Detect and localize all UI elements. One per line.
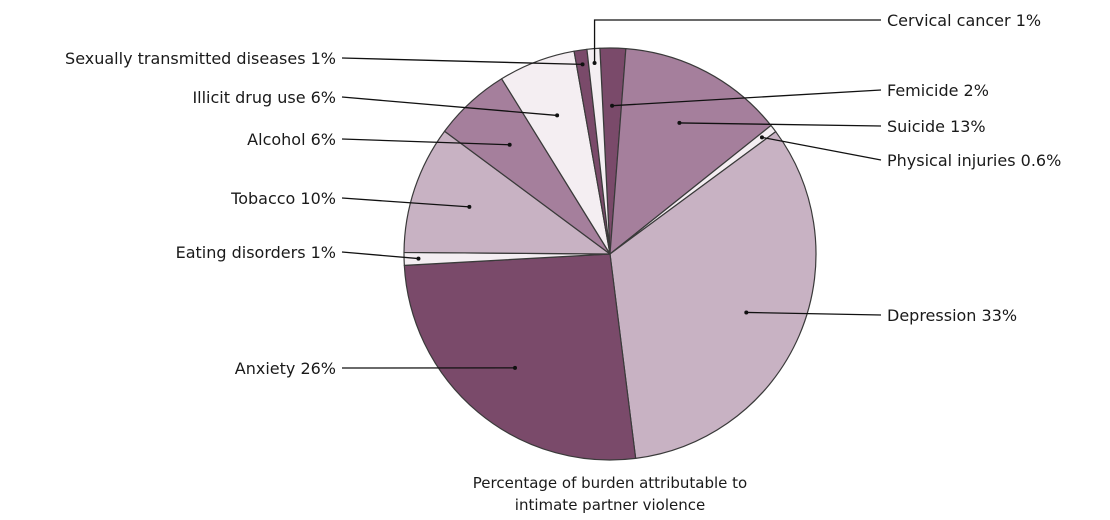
slice-label-eating-disorders: Eating disorders 1% bbox=[176, 243, 336, 262]
chart-caption-line-1: Percentage of burden attributable to bbox=[473, 474, 747, 492]
slice-label-suicide: Suicide 13% bbox=[887, 117, 986, 136]
slice-label-sexually-transmitted-diseases: Sexually transmitted diseases 1% bbox=[65, 49, 336, 68]
slice-label-alcohol: Alcohol 6% bbox=[247, 130, 336, 149]
pie-slice-anxiety bbox=[404, 254, 635, 460]
slice-label-illicit-drug-use: Illicit drug use 6% bbox=[192, 88, 336, 107]
slice-label-physical-injuries: Physical injuries 0.6% bbox=[887, 151, 1061, 170]
slice-label-femicide: Femicide 2% bbox=[887, 81, 989, 100]
slice-label-anxiety: Anxiety 26% bbox=[235, 359, 336, 378]
slice-label-cervical-cancer: Cervical cancer 1% bbox=[887, 11, 1041, 30]
pie-slices bbox=[404, 48, 816, 460]
chart-caption-line-2: intimate partner violence bbox=[515, 496, 705, 514]
slice-label-depression: Depression 33% bbox=[887, 306, 1017, 325]
slice-label-tobacco: Tobacco 10% bbox=[230, 189, 336, 208]
